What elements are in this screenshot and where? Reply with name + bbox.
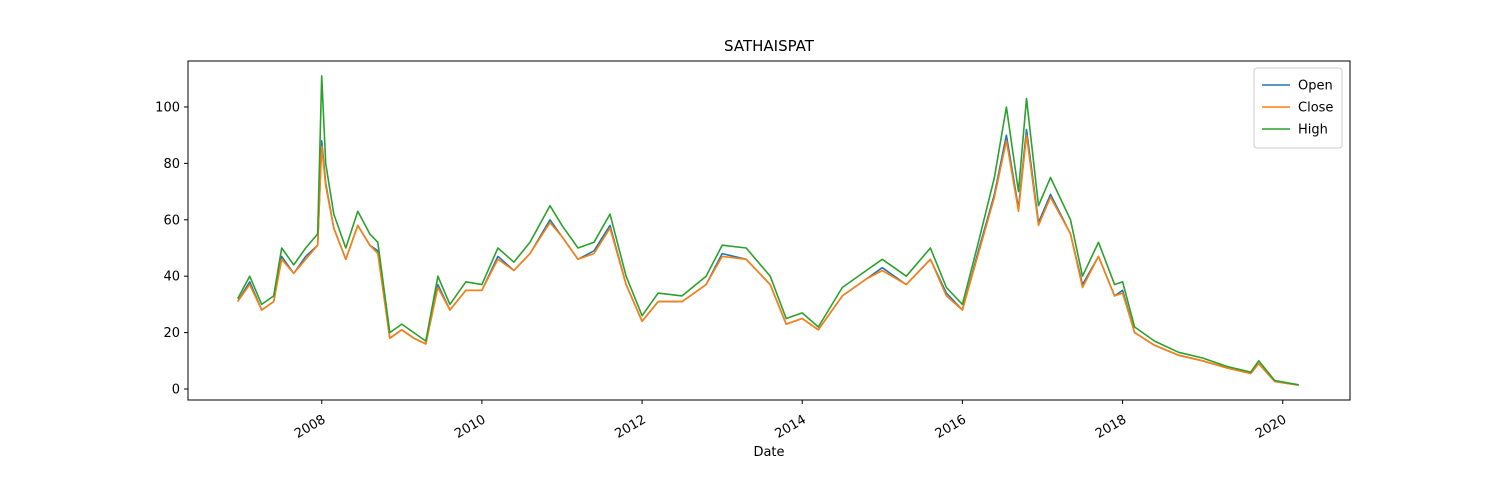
x-tick-label: 2012 (612, 412, 648, 442)
y-tick-label: 100 (155, 100, 180, 115)
y-tick-label: 20 (163, 326, 180, 341)
x-tick-label: 2010 (452, 412, 488, 442)
y-tick-label: 40 (163, 270, 180, 285)
x-tick-label: 2014 (773, 412, 809, 442)
series-line (237, 134, 1299, 386)
series-line (237, 128, 1299, 386)
legend-label: Close (1298, 101, 1333, 116)
series-line (236, 75, 1299, 386)
x-tick-label: 2008 (292, 412, 328, 442)
x-axis-label: Date (753, 445, 784, 460)
y-tick-label: 80 (163, 157, 180, 172)
chart-title: SATHAISPAT (724, 37, 815, 55)
legend-frame (1253, 67, 1343, 149)
x-tick-label: 2016 (933, 412, 969, 442)
legend-label: Open (1298, 79, 1333, 94)
legend-label: High (1298, 123, 1328, 138)
x-tick-label: 2020 (1253, 412, 1289, 442)
plot-frame (187, 60, 1351, 401)
plot-area (236, 75, 1299, 386)
legend: Open Close High (1253, 67, 1343, 149)
y-tick-label: 60 (163, 213, 180, 228)
x-tick-label: 2018 (1093, 412, 1129, 442)
y-tick-label: 0 (172, 383, 180, 398)
